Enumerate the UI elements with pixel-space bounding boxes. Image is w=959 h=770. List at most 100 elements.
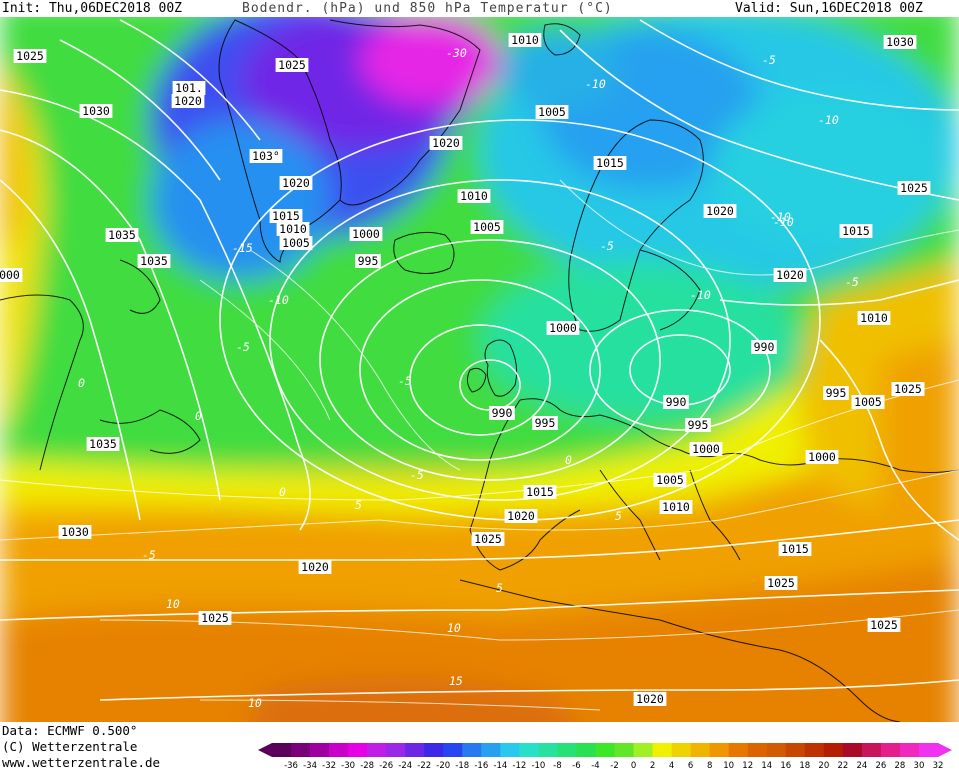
isotherm-label: -5 [398, 374, 412, 388]
isobar-label: 1035 [86, 437, 120, 451]
isotherm-label: -15 [232, 241, 253, 255]
svg-text:1020: 1020 [432, 136, 460, 150]
isobar-label: 995 [355, 254, 381, 268]
svg-text:995: 995 [535, 416, 556, 430]
colorbar-tick-label: 22 [837, 761, 848, 770]
svg-text:1025: 1025 [201, 611, 229, 625]
colorbar-swatch [424, 743, 444, 757]
svg-text:1015: 1015 [781, 542, 809, 556]
colorbar-tick-label: -24 [398, 761, 412, 770]
isobar-label: 1005 [535, 105, 569, 119]
isobar-label: 103° [249, 149, 283, 163]
init-time: Init: Thu,06DEC2018 00Z [2, 1, 183, 16]
colorbar-tick-label: 0 [631, 761, 636, 770]
colorbar-swatch [538, 743, 558, 757]
svg-text:995: 995 [358, 254, 379, 268]
isobar-label: 990 [489, 406, 515, 420]
colorbar-swatch [861, 743, 882, 757]
svg-text:1010: 1010 [460, 189, 488, 203]
svg-text:1025: 1025 [894, 382, 922, 396]
isobar-label: 1025 [897, 181, 931, 195]
isobar-label: 1020 [504, 509, 538, 523]
svg-text:1020: 1020 [174, 94, 202, 108]
svg-text:1020: 1020 [636, 692, 664, 706]
isobar-label: 990 [663, 395, 689, 409]
temperature-colorbar: -36 -34 -32 -30 -28 -26 -24 -22 -20 -18 -16 -14 -12-… [258, 743, 952, 770]
colorbar-tick-label: -18 [455, 761, 469, 770]
colorbar-tick-label: -28 [360, 761, 374, 770]
colorbar-tick-label: 12 [742, 761, 753, 770]
isobar-label: 1015 [839, 224, 873, 238]
isobar-label: 1015 [778, 542, 812, 556]
isobar-label: 1035 [137, 254, 171, 268]
isotherm-label: -10 [690, 288, 711, 302]
isobar-label: 1025 [275, 58, 309, 72]
svg-text:1030: 1030 [61, 525, 89, 539]
colorbar-tick-label: 26 [876, 761, 887, 770]
colorbar-tick-label: -34 [303, 761, 317, 770]
isobar-label: 1000 [0, 268, 23, 282]
isotherm-label: -10 [770, 210, 791, 224]
isotherm-label: -5 [762, 53, 776, 67]
svg-text:103°: 103° [252, 149, 280, 163]
colorbar-tick-label: 16 [780, 761, 791, 770]
colorbar-swatch [519, 743, 539, 757]
colorbar-swatch [652, 743, 673, 757]
isobar-label: 1005 [279, 236, 313, 250]
colorbar-swatch [386, 743, 406, 757]
isobar-label: 1015 [523, 485, 557, 499]
isotherm-label: -5 [142, 548, 156, 562]
svg-text:1020: 1020 [507, 509, 535, 523]
colorbar-tick-label: 18 [799, 761, 810, 770]
svg-text:1005: 1005 [538, 105, 566, 119]
svg-text:1010: 1010 [662, 500, 690, 514]
isobar-label: 995 [532, 416, 558, 430]
isobar-label: 1035 [105, 228, 139, 242]
isobar-label: 1005 [653, 473, 687, 487]
svg-text:1000: 1000 [808, 450, 836, 464]
colorbar-tick-label: -30 [341, 761, 355, 770]
colorbar-swatch [291, 743, 311, 757]
colorbar-swatch [557, 743, 577, 757]
colorbar-swatch [747, 743, 768, 757]
isobar-label: 1020 [279, 176, 313, 190]
svg-text:1005: 1005 [656, 473, 684, 487]
isotherm-label: -30 [446, 46, 467, 60]
isobar-label: 1010 [457, 189, 491, 203]
colorbar-tick-label: -6 [572, 761, 580, 770]
colorbar-tick-label: -10 [531, 761, 545, 770]
colorbar-tick-label: 28 [895, 761, 906, 770]
colorbar-swatch [405, 743, 425, 757]
svg-text:1025: 1025 [16, 49, 44, 63]
colorbar-tick-label: 30 [914, 761, 925, 770]
colorbar-swatch [633, 743, 654, 757]
isobar-label: 1020 [773, 268, 807, 282]
isotherm-label: -5 [600, 239, 614, 253]
isobar-label: 1030 [79, 104, 113, 118]
svg-text:995: 995 [826, 386, 847, 400]
isotherm-label: 10 [447, 621, 461, 635]
colorbar-swatch [804, 743, 825, 757]
svg-text:1035: 1035 [108, 228, 136, 242]
isotherm-label: -10 [585, 77, 606, 91]
colorbar-swatch [367, 743, 387, 757]
svg-text:1005: 1005 [854, 395, 882, 409]
svg-text:1020: 1020 [282, 176, 310, 190]
data-source: Data: ECMWF 0.500° [2, 723, 138, 738]
svg-text:1035: 1035 [140, 254, 168, 268]
colorbar-tick-label: -4 [591, 761, 599, 770]
colorbar-left-arrow [258, 743, 272, 757]
temperature-field [0, 17, 959, 722]
isobar-label: 995 [685, 418, 711, 432]
isotherm-label: -5 [236, 340, 250, 354]
colorbar-swatch [500, 743, 520, 757]
colorbar-tick-label: -20 [436, 761, 450, 770]
svg-text:990: 990 [666, 395, 687, 409]
svg-text:1030: 1030 [886, 35, 914, 49]
isotherm-label: 0 [279, 485, 286, 499]
isobar-label: 1020 [171, 94, 205, 108]
isotherms [0, 179, 959, 711]
svg-text:1025: 1025 [474, 532, 502, 546]
colorbar-tick-label: 24 [856, 761, 867, 770]
